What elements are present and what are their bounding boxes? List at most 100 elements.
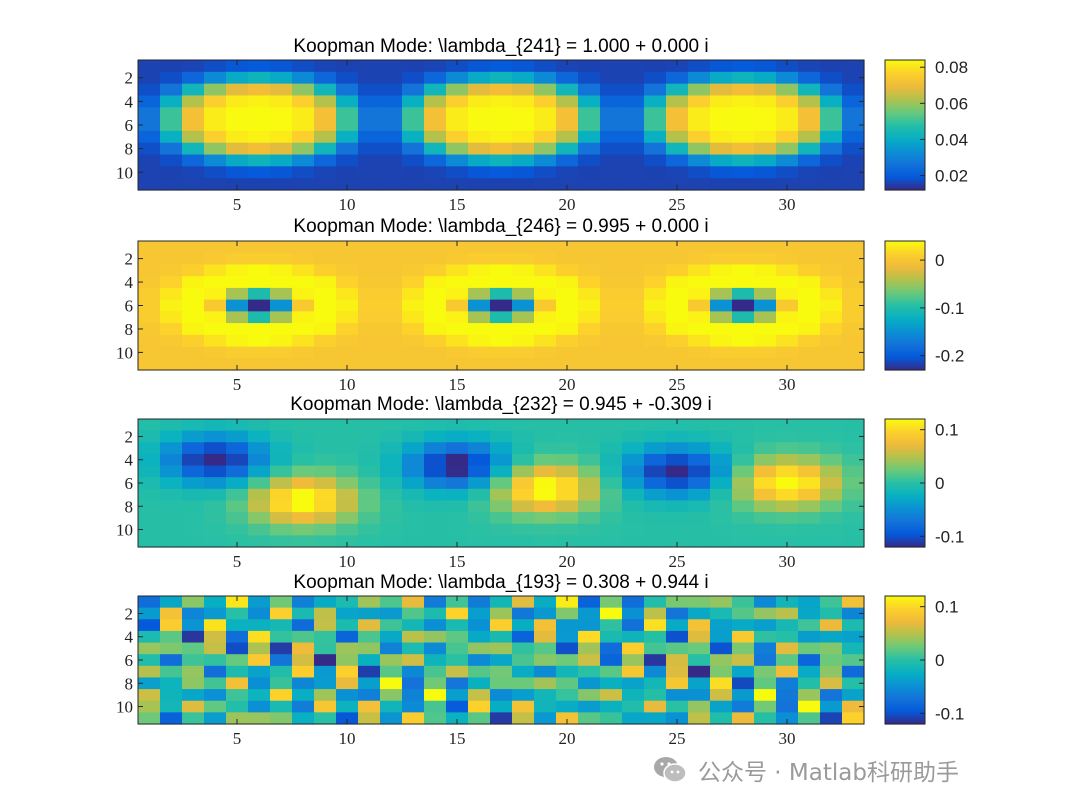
heatmap-cell: [138, 71, 161, 85]
colorbar-segment: [885, 72, 925, 75]
colorbar-segment: [885, 539, 925, 542]
colorbar-segment: [885, 515, 925, 518]
heatmap-cell: [534, 130, 557, 144]
heatmap-cell: [270, 477, 293, 490]
colorbar-segment: [885, 692, 925, 695]
heatmap-cell: [600, 665, 623, 679]
heatmap-cell: [666, 241, 689, 254]
heatmap-cell: [314, 654, 337, 667]
heatmap-cell: [512, 630, 535, 644]
heatmap-cell: [424, 453, 447, 467]
heatmap-cell: [358, 642, 381, 655]
heatmap-cell: [490, 500, 513, 513]
heatmap-cell: [710, 630, 733, 644]
heatmap-cell: [512, 276, 535, 289]
heatmap-cell: [754, 488, 777, 502]
colorbar-segment: [885, 668, 925, 671]
heatmap-cell: [644, 107, 667, 120]
colorbar-segment: [885, 313, 925, 317]
heatmap-cell: [248, 142, 271, 156]
heatmap-cell: [666, 712, 689, 725]
heatmap-cell: [424, 477, 447, 490]
heatmap-cell: [512, 119, 535, 132]
heatmap-cell: [534, 712, 557, 725]
heatmap-cell: [468, 299, 491, 312]
heatmap-cell: [688, 276, 711, 289]
heatmap-cell: [666, 178, 689, 191]
heatmap-cell: [622, 430, 645, 443]
heatmap-cell: [666, 419, 689, 432]
heatmap-cell: [226, 442, 249, 455]
heatmap-cell: [776, 119, 799, 132]
heatmap-cell: [688, 712, 711, 725]
heatmap-cell: [820, 465, 843, 478]
heatmap-cell: [358, 60, 381, 73]
heatmap-cell: [556, 689, 579, 702]
heatmap-cell: [380, 712, 403, 725]
colorbar-segment: [885, 76, 925, 79]
heatmap-cell: [292, 299, 315, 312]
heatmap-cell: [754, 465, 777, 478]
heatmap-cell: [468, 107, 491, 120]
heatmap-cell: [798, 419, 821, 432]
heatmap-cell: [160, 142, 183, 156]
heatmap-cell: [446, 95, 469, 108]
colorbar-segment: [885, 147, 925, 150]
heatmap-cell: [842, 665, 865, 679]
heatmap-cell: [556, 607, 579, 620]
heatmap-cell: [754, 276, 777, 289]
heatmap-cell: [248, 60, 271, 73]
colorbar-segment: [885, 632, 925, 635]
heatmap-cell: [754, 523, 777, 536]
heatmap-cell: [468, 142, 491, 156]
heatmap-cell: [820, 453, 843, 467]
heatmap-cell: [138, 523, 161, 536]
heatmap-cell: [820, 287, 843, 301]
heatmap-cell: [380, 453, 403, 467]
heatmap-cell: [798, 712, 821, 725]
heatmap-cell: [820, 477, 843, 490]
heatmap-cell: [336, 60, 359, 73]
heatmap-cells: [138, 60, 865, 191]
heatmap-cell: [754, 71, 777, 85]
heatmap-cell: [622, 178, 645, 191]
heatmap-cell: [710, 619, 733, 632]
heatmap-cell: [688, 299, 711, 312]
heatmap-cell: [402, 535, 425, 548]
heatmap-cell: [820, 119, 843, 132]
colorbar: 0.10-0.1: [884, 418, 964, 548]
heatmap-cell: [314, 60, 337, 73]
heatmap-cell: [270, 119, 293, 132]
heatmap-cell: [798, 71, 821, 85]
heatmap-cell: [292, 358, 315, 371]
heatmap-cell: [710, 712, 733, 725]
heatmap-cell: [248, 712, 271, 725]
heatmap-cell: [666, 689, 689, 702]
heatmap-cell: [160, 535, 183, 548]
colorbar-segment: [885, 513, 925, 516]
heatmap-cell: [754, 453, 777, 467]
heatmap-cell: [534, 689, 557, 702]
heatmap-cell: [578, 154, 601, 167]
heatmap-cell: [842, 677, 865, 690]
heatmap-cell: [204, 596, 227, 609]
heatmap-cell: [578, 654, 601, 667]
heatmap-cell: [182, 689, 205, 702]
colorbar-segment: [885, 457, 925, 460]
heatmap-cell: [666, 642, 689, 655]
y-tick-label: 2: [125, 250, 134, 269]
heatmap-cell: [820, 665, 843, 679]
colorbar-segment: [885, 642, 925, 645]
heatmap-cell: [688, 95, 711, 108]
heatmap-cell: [270, 619, 293, 632]
heatmap-cell: [204, 665, 227, 679]
heatmap-cell: [446, 166, 469, 179]
heatmap-cell: [446, 178, 469, 191]
heatmap-cell: [600, 712, 623, 725]
colorbar-segment: [885, 129, 925, 132]
heatmap-cell: [138, 442, 161, 455]
x-tick-label: 10: [339, 552, 356, 571]
colorbar-segment: [885, 305, 925, 309]
colorbar-segment: [885, 431, 925, 434]
heatmap-cell: [160, 430, 183, 443]
